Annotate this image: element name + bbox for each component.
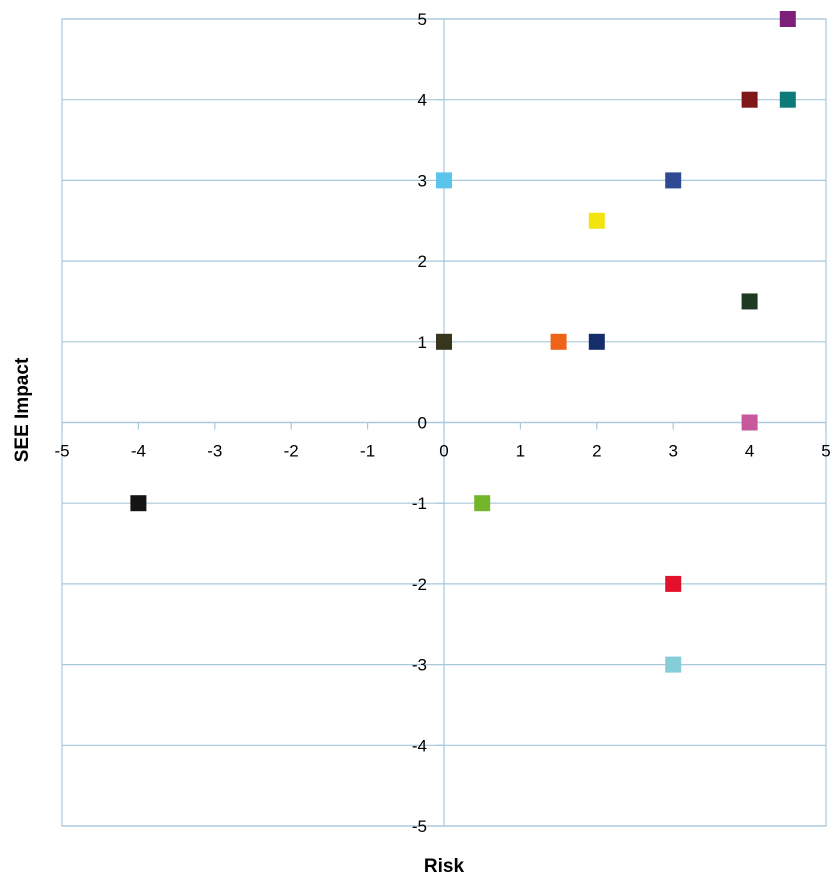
data-point xyxy=(665,172,682,189)
data-point xyxy=(588,333,605,350)
data-point xyxy=(474,495,491,512)
data-point xyxy=(436,333,452,350)
y-tick-label: 2 xyxy=(418,252,427,271)
data-point xyxy=(665,656,682,673)
y-tick-label: 4 xyxy=(418,91,427,110)
data-point xyxy=(741,414,758,431)
data-point xyxy=(436,172,452,189)
y-tick-label: -5 xyxy=(412,817,427,836)
y-tick-label: -4 xyxy=(412,736,427,755)
x-tick-label: 0 xyxy=(439,442,448,461)
y-tick-label: -3 xyxy=(412,656,427,675)
data-point xyxy=(665,575,682,592)
x-tick-label: -1 xyxy=(360,442,375,461)
x-tick-label: 5 xyxy=(821,442,830,461)
x-tick-label: -3 xyxy=(207,442,222,461)
y-tick-label: 5 xyxy=(418,10,427,29)
data-point xyxy=(741,91,758,108)
x-tick-label: -5 xyxy=(54,442,69,461)
x-tick-label: -4 xyxy=(131,442,146,461)
data-point xyxy=(550,333,567,350)
x-tick-label: 3 xyxy=(668,442,677,461)
y-tick-label: 3 xyxy=(418,171,427,190)
x-axis-title: Risk xyxy=(424,856,465,877)
y-tick-label: 0 xyxy=(418,414,427,433)
y-tick-label: 1 xyxy=(418,333,427,352)
x-tick-label: 2 xyxy=(592,442,601,461)
y-tick-label: -2 xyxy=(412,575,427,594)
x-tick-label: 4 xyxy=(745,442,754,461)
data-point xyxy=(779,91,796,108)
y-tick-labels: -5 -4 -3 -2 -1 0 1 2 3 4 5 xyxy=(412,10,427,836)
data-point xyxy=(741,293,758,310)
data-point xyxy=(130,495,147,512)
y-axis-title: SEE Impact xyxy=(12,357,33,462)
x-tick-labels: -5 -4 -3 -2 -1 0 1 2 3 4 5 xyxy=(54,442,830,461)
data-point xyxy=(588,212,605,229)
data-points xyxy=(130,11,796,673)
x-tick-label: 1 xyxy=(516,442,525,461)
x-tick-label: -2 xyxy=(284,442,299,461)
data-point xyxy=(779,11,796,27)
axes xyxy=(61,18,827,827)
y-tick-label: -1 xyxy=(412,494,427,513)
